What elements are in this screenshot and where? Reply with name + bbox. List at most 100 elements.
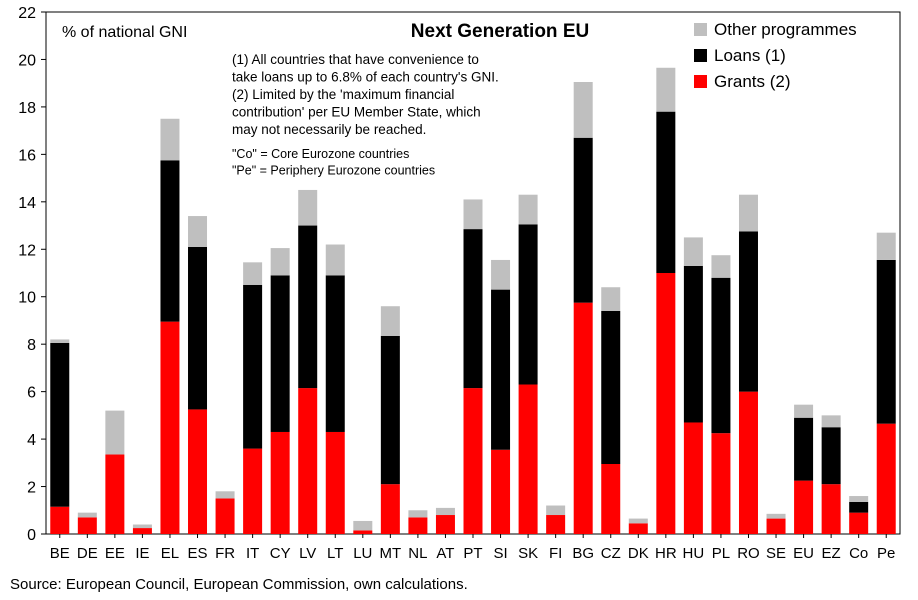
y-tick-label: 6 xyxy=(27,385,36,402)
bar-PL-grants-2 xyxy=(711,433,731,534)
bar-DK-grants-2 xyxy=(628,523,648,534)
bar-CY-loans-1 xyxy=(270,275,290,432)
bar-HU-other-programmes xyxy=(683,237,703,266)
bar-EU-other-programmes xyxy=(794,404,814,418)
bar-EZ-loans-1 xyxy=(821,427,841,485)
bar-EU-grants-2 xyxy=(794,480,814,534)
bar-ES-grants-2 xyxy=(188,409,208,534)
bar-CZ-grants-2 xyxy=(601,464,621,534)
bar-EZ-other-programmes xyxy=(821,415,841,428)
bar-SK-other-programmes xyxy=(518,194,538,225)
bar-IT-grants-2 xyxy=(243,448,263,534)
x-tick-label: LU xyxy=(353,545,372,562)
x-tick-label: SK xyxy=(518,545,538,562)
x-tick-label: DE xyxy=(77,545,98,562)
bar-HU-loans-1 xyxy=(683,265,703,423)
bar-FR-grants-2 xyxy=(215,498,235,534)
bar-FI-grants-2 xyxy=(546,515,566,534)
bar-IT-loans-1 xyxy=(243,284,263,449)
x-tick-label: IT xyxy=(246,545,259,562)
x-tick-label: AT xyxy=(436,545,454,562)
x-tick-label: CY xyxy=(270,545,291,562)
legend-swatch xyxy=(694,23,707,36)
bar-PT-other-programmes xyxy=(463,199,483,230)
bar-BG-grants-2 xyxy=(573,302,593,534)
stacked-bar-chart: 0 2 4 6 8 10 12 14 16 18 20 22 BE DE EE IE EL ES FR IT CY LV L… xyxy=(18,5,901,562)
legend-swatch xyxy=(694,75,707,88)
bar-Co-grants-2 xyxy=(849,512,869,534)
bar-FR-other-programmes xyxy=(215,491,235,499)
footnote-line: may not necessarily be reached. xyxy=(232,122,426,137)
x-tick-label: MT xyxy=(380,545,402,562)
bar-IE-grants-2 xyxy=(132,528,152,534)
y-tick-label: 22 xyxy=(18,5,36,22)
x-tick-label: NL xyxy=(408,545,427,562)
legend-label: Loans (1) xyxy=(714,46,786,65)
bar-HR-other-programmes xyxy=(656,67,676,112)
bar-ES-other-programmes xyxy=(188,216,208,247)
bar-SK-grants-2 xyxy=(518,384,538,534)
footnote-line: contribution' per EU Member State, which xyxy=(232,105,481,120)
x-tick-label: Pe xyxy=(877,545,895,562)
x-tick-label: EL xyxy=(161,545,179,562)
bar-Pe-grants-2 xyxy=(876,423,896,534)
x-tick-label: BE xyxy=(50,545,70,562)
y-tick-label: 2 xyxy=(27,480,36,497)
x-tick-label: HR xyxy=(655,545,677,562)
bar-EU-loans-1 xyxy=(794,417,814,481)
bar-ES-loans-1 xyxy=(188,246,208,410)
bar-BE-other-programmes xyxy=(50,339,70,343)
x-tick-label: EZ xyxy=(822,545,841,562)
bar-BG-other-programmes xyxy=(573,81,593,138)
bar-SE-grants-2 xyxy=(766,518,786,534)
legend-label: Grants (2) xyxy=(714,72,791,91)
x-tick-label: EE xyxy=(105,545,125,562)
bar-PT-loans-1 xyxy=(463,229,483,389)
x-tick-label: BG xyxy=(572,545,594,562)
y-tick-label: 14 xyxy=(18,195,36,212)
bar-SE-other-programmes xyxy=(766,513,786,519)
bar-SI-grants-2 xyxy=(491,449,511,534)
y-tick-label: 4 xyxy=(27,432,36,449)
bar-SI-other-programmes xyxy=(491,259,511,290)
x-tick-label: RO xyxy=(737,545,760,562)
source-note: Source: European Council, European Commi… xyxy=(10,576,468,593)
bar-CZ-loans-1 xyxy=(601,310,621,465)
y-tick-label: 10 xyxy=(18,290,36,307)
x-tick-label: PL xyxy=(712,545,730,562)
bar-Pe-loans-1 xyxy=(876,259,896,424)
bar-MT-grants-2 xyxy=(380,484,400,534)
bar-LT-loans-1 xyxy=(325,275,345,432)
bar-LV-loans-1 xyxy=(298,225,318,389)
abbreviation-line: "Pe" = Periphery Eurozone countries xyxy=(232,164,435,178)
x-tick-label: FI xyxy=(549,545,562,562)
bar-MT-loans-1 xyxy=(380,335,400,485)
bar-LV-other-programmes xyxy=(298,189,318,226)
bar-IT-other-programmes xyxy=(243,262,263,285)
bar-RO-grants-2 xyxy=(738,391,758,534)
bar-EL-grants-2 xyxy=(160,321,180,534)
x-tick-label: SI xyxy=(493,545,507,562)
x-tick-label: PT xyxy=(463,545,482,562)
y-tick-label: 8 xyxy=(27,337,36,354)
bar-BE-grants-2 xyxy=(50,506,70,534)
y-tick-label: 20 xyxy=(18,52,36,69)
x-tick-label: DK xyxy=(628,545,649,562)
bar-DE-grants-2 xyxy=(77,517,97,534)
y-tick-label: 12 xyxy=(18,242,36,259)
abbreviation-line: "Co" = Core Eurozone countries xyxy=(232,147,409,161)
bar-SI-loans-1 xyxy=(491,289,511,450)
x-tick-label: LT xyxy=(327,545,343,562)
x-tick-label: Co xyxy=(849,545,868,562)
bar-CY-grants-2 xyxy=(270,431,290,534)
bar-Pe-other-programmes xyxy=(876,232,896,260)
bar-CZ-other-programmes xyxy=(601,287,621,311)
bar-Co-other-programmes xyxy=(849,496,869,502)
bar-HR-loans-1 xyxy=(656,111,676,274)
bar-Co-loans-1 xyxy=(849,501,869,513)
bar-PL-other-programmes xyxy=(711,255,731,278)
legend-label: Other programmes xyxy=(714,20,857,39)
bar-PT-grants-2 xyxy=(463,388,483,534)
bar-EE-grants-2 xyxy=(105,454,125,534)
